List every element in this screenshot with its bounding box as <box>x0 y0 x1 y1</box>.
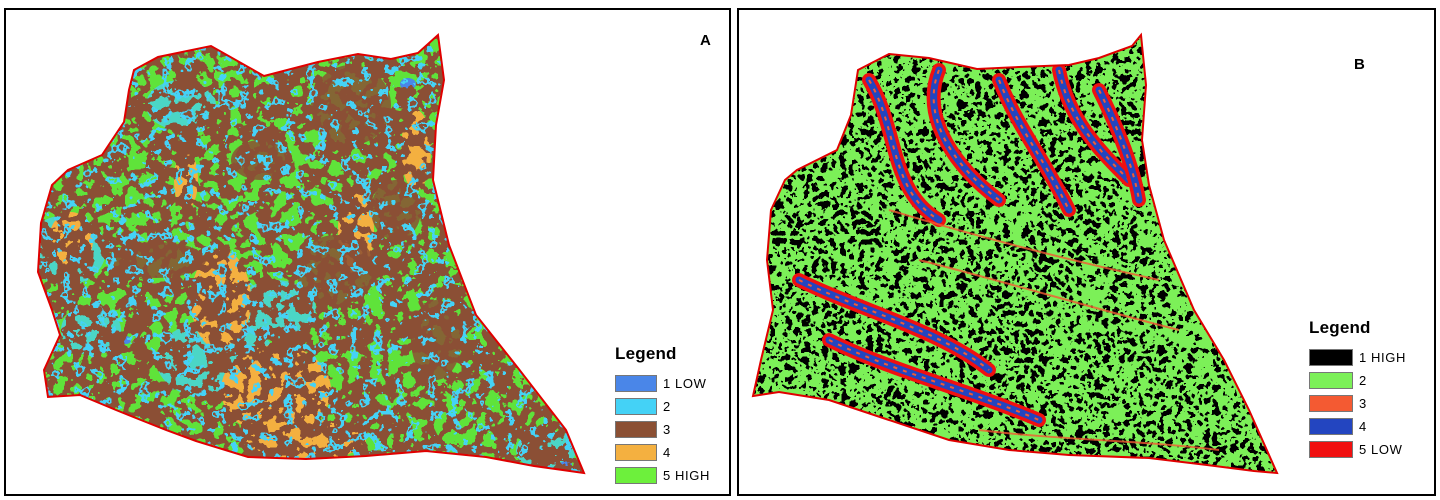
class-3-line <box>918 259 1180 331</box>
legend-swatch <box>1309 441 1353 458</box>
suitability-map-b <box>751 32 1279 475</box>
legend-item: 1 LOW <box>615 372 710 395</box>
legend-a: Legend 1 LOW 2 3 4 5 HIGH <box>615 344 710 487</box>
legend-swatch <box>615 467 657 484</box>
map-a-boundary <box>36 32 586 475</box>
legend-label: 4 <box>663 445 671 460</box>
legend-swatch <box>615 398 657 415</box>
suitability-map-a <box>36 32 586 475</box>
class-4-band <box>930 66 1003 204</box>
class-4-band <box>1055 66 1133 184</box>
legend-title: Legend <box>1309 318 1371 337</box>
class-3-band <box>1098 89 1140 201</box>
legend-label: 2 <box>1359 373 1367 388</box>
legend-item: 3 <box>1309 392 1406 415</box>
legend-swatch <box>1309 372 1353 389</box>
legend-label: 3 <box>1359 396 1367 411</box>
legend-label: 5 HIGH <box>663 468 710 483</box>
legend-swatch <box>1309 349 1353 366</box>
legend-item: 5 HIGH <box>615 464 710 487</box>
class-3-line <box>888 209 1160 281</box>
panel-label-b: B <box>1354 56 1365 73</box>
legend-item: 4 <box>1309 415 1406 438</box>
map-panel-a: A Legend 1 LOW 2 3 4 5 HIGH <box>4 8 731 496</box>
legend-item: 3 <box>615 418 710 441</box>
legend-swatch <box>615 375 657 392</box>
legend-b: Legend 1 HIGH 2 3 4 5 LOW <box>1309 318 1406 461</box>
legend-swatch <box>1309 395 1353 412</box>
class-4-band <box>825 336 1043 424</box>
class-4-band <box>995 76 1073 214</box>
legend-label: 1 LOW <box>663 376 707 391</box>
legend-item: 5 LOW <box>1309 438 1406 461</box>
legend-swatch <box>1309 418 1353 435</box>
legend-label: 2 <box>663 399 671 414</box>
legend-item: 2 <box>1309 369 1406 392</box>
legend-label: 3 <box>663 422 671 437</box>
legend-label: 5 LOW <box>1359 442 1403 457</box>
map-panel-b: B Legend 1 HIGH 2 3 4 5 LOW <box>737 8 1436 496</box>
legend-item: 2 <box>615 395 710 418</box>
legend-label: 4 <box>1359 419 1367 434</box>
class-3-band <box>868 79 940 221</box>
panel-label-a: A <box>700 32 711 49</box>
legend-item: 4 <box>615 441 710 464</box>
legend-title: Legend <box>615 344 677 363</box>
legend-swatch <box>615 444 657 461</box>
legend-swatch <box>615 421 657 438</box>
class-4-band <box>795 276 993 374</box>
class-3-line <box>978 429 1220 451</box>
legend-label: 1 HIGH <box>1359 350 1406 365</box>
legend-item: 1 HIGH <box>1309 346 1406 369</box>
map-b-boundary <box>751 32 1279 475</box>
